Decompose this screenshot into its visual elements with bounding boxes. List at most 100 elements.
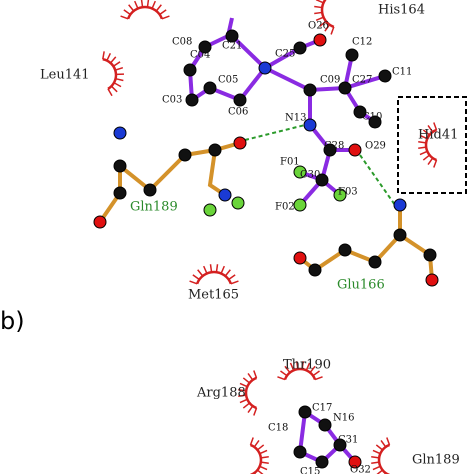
atom-label: C15 xyxy=(300,467,320,474)
atom xyxy=(315,455,329,469)
hydrophobic-arc xyxy=(314,0,335,35)
arc-spoke xyxy=(315,16,324,21)
atom-label: C21 xyxy=(222,41,242,52)
arc-spoke xyxy=(146,0,150,8)
atom xyxy=(143,183,157,197)
arc-spoke xyxy=(314,11,323,15)
arc-spoke xyxy=(372,465,381,471)
atom xyxy=(178,148,192,162)
arc-spoke xyxy=(224,269,231,277)
hydrophobic-arc xyxy=(120,0,170,20)
atom xyxy=(338,243,352,257)
hydrophobic-arc xyxy=(189,264,239,285)
arc-spoke xyxy=(433,122,438,131)
arc-spoke xyxy=(159,9,167,16)
arc-spoke xyxy=(197,269,204,277)
arc-spoke xyxy=(109,56,117,64)
hydrophobic-arc xyxy=(418,122,438,168)
atom xyxy=(185,93,199,107)
arc-spoke xyxy=(106,53,112,61)
residue-label: Thr190 xyxy=(283,358,331,373)
arc-spoke xyxy=(277,376,286,381)
atom xyxy=(233,93,247,107)
arc-spoke xyxy=(249,437,254,446)
arc-spoke xyxy=(319,20,327,27)
arc-spoke xyxy=(107,88,113,97)
arc-spoke xyxy=(314,376,323,381)
arc-spoke xyxy=(256,444,265,451)
atom-label: C28 xyxy=(324,141,344,152)
arc-spoke xyxy=(260,461,269,464)
atom xyxy=(298,405,312,419)
arc-spoke xyxy=(259,465,268,471)
arc-spoke xyxy=(289,362,295,371)
arc-spoke xyxy=(284,365,291,374)
atom xyxy=(313,33,327,47)
arc-spoke xyxy=(253,440,260,448)
arc-spoke xyxy=(239,398,248,404)
arc-spoke xyxy=(301,361,304,370)
atom xyxy=(218,188,232,202)
arc-spoke xyxy=(418,146,427,149)
residue-label: His164 xyxy=(378,3,425,18)
atom xyxy=(203,203,217,217)
molecule xyxy=(93,0,439,474)
atom xyxy=(378,69,392,83)
bond xyxy=(344,74,386,90)
atom xyxy=(338,81,352,95)
atom xyxy=(293,445,307,459)
arc-spoke xyxy=(203,265,208,274)
atom xyxy=(225,29,239,43)
arc-spoke xyxy=(433,159,438,168)
atom-label: C10 xyxy=(362,112,382,123)
atom-label: O32 xyxy=(350,465,371,474)
hydrophobic-arc xyxy=(249,437,269,474)
hydrophobic-arc xyxy=(371,437,391,474)
atom xyxy=(113,126,127,140)
arc-spoke xyxy=(305,362,311,371)
arc-spoke xyxy=(239,382,248,388)
atom xyxy=(368,115,382,129)
atom xyxy=(183,63,197,77)
hydrophobic-arc xyxy=(238,370,258,416)
atom-label: C04 xyxy=(190,50,210,61)
atom xyxy=(113,186,127,200)
atom xyxy=(203,81,217,95)
arc-spoke xyxy=(102,51,105,60)
atom-label: C18 xyxy=(268,423,288,434)
atom-label: O26 xyxy=(308,21,329,32)
arc-spoke xyxy=(230,280,239,285)
atom-label: C09 xyxy=(320,75,340,86)
arc-spoke xyxy=(296,361,299,370)
arc xyxy=(377,443,391,474)
arc-spoke xyxy=(112,61,121,67)
arc-spoke xyxy=(314,5,323,9)
arc-spoke xyxy=(215,264,219,273)
arc-spoke xyxy=(422,154,431,161)
atom-label: C31 xyxy=(338,435,358,446)
atom-label: C03 xyxy=(162,95,182,106)
atom xyxy=(198,40,212,54)
arc-spoke xyxy=(422,129,431,136)
atom xyxy=(425,273,439,287)
arc-spoke xyxy=(253,370,258,379)
arc-spoke xyxy=(259,449,268,455)
atom xyxy=(393,228,407,242)
arc-spoke xyxy=(110,85,118,93)
arc-spoke xyxy=(120,15,129,20)
arc-spoke xyxy=(242,402,251,409)
atom xyxy=(348,455,362,469)
arc-spoke xyxy=(386,437,391,446)
arc-spoke xyxy=(427,125,434,133)
atom xyxy=(233,136,247,150)
arc xyxy=(195,270,233,285)
arc-spoke xyxy=(376,469,384,474)
panel-label: b) xyxy=(0,307,25,335)
atom-label: C12 xyxy=(352,37,372,48)
atom xyxy=(293,165,307,179)
atom xyxy=(333,188,347,202)
atom xyxy=(353,105,367,119)
arc-spoke xyxy=(260,456,269,459)
arc-spoke xyxy=(315,0,324,4)
arc-spoke xyxy=(220,265,225,274)
